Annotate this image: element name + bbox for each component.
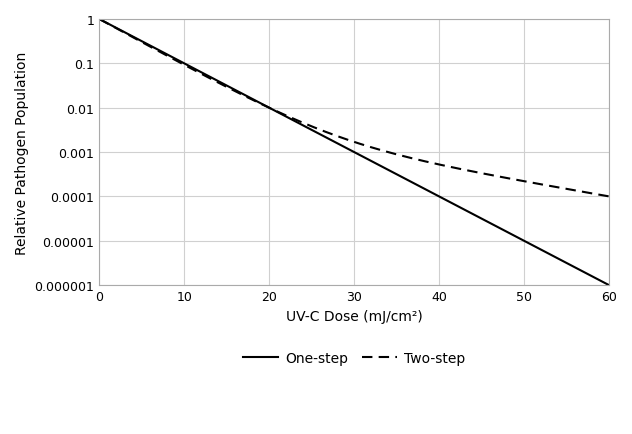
Legend: One-step, Two-step: One-step, Two-step (238, 345, 470, 371)
Line: One-step: One-step (99, 20, 609, 286)
Two-step (330, 133, 337, 138)
One-step (330, 139, 337, 145)
X-axis label: UV-C Dose (mJ/cm²): UV-C Dose (mJ/cm²) (286, 309, 423, 323)
Two-step (343, 138, 351, 143)
One-step (590, 275, 598, 280)
Two-step (497, 175, 504, 180)
Two-step (121, 31, 129, 36)
One-step (121, 31, 129, 36)
Two-step (590, 192, 598, 197)
Line: Two-step: Two-step (99, 20, 609, 197)
One-step (605, 283, 613, 288)
Y-axis label: Relative Pathogen Population: Relative Pathogen Population (15, 51, 29, 254)
One-step (95, 17, 103, 23)
One-step (590, 275, 598, 280)
One-step (497, 227, 504, 232)
Two-step (95, 17, 103, 23)
Two-step (605, 194, 613, 200)
One-step (343, 146, 351, 151)
Two-step (590, 192, 598, 197)
